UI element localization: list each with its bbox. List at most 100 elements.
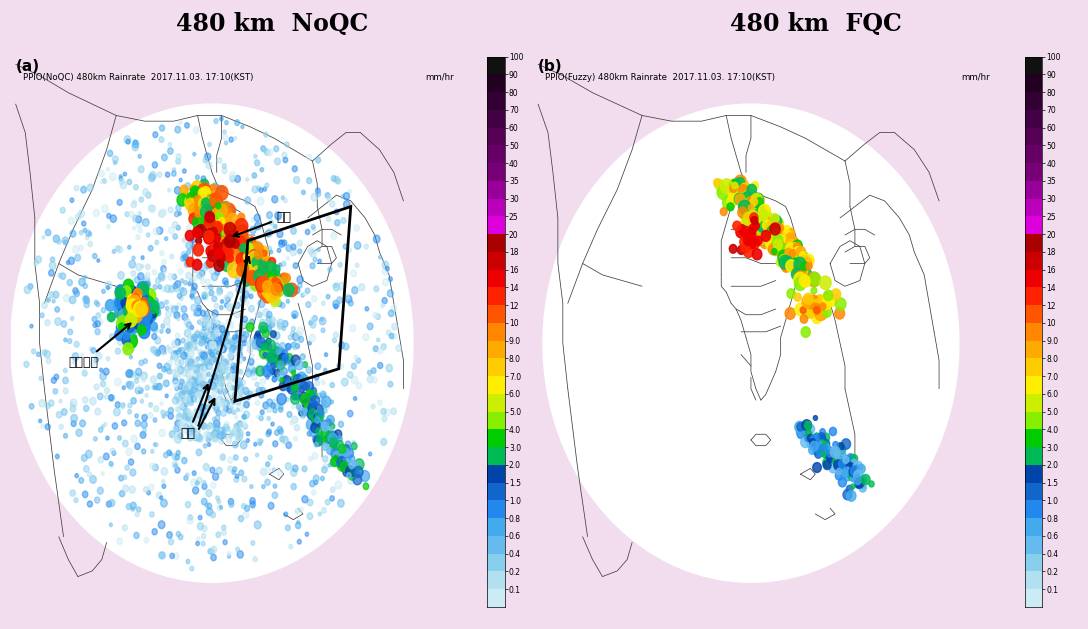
Circle shape bbox=[807, 441, 813, 447]
Circle shape bbox=[144, 537, 149, 543]
Circle shape bbox=[217, 467, 222, 474]
Circle shape bbox=[163, 350, 166, 354]
Circle shape bbox=[118, 538, 122, 545]
Circle shape bbox=[125, 299, 131, 306]
Circle shape bbox=[294, 287, 300, 294]
Circle shape bbox=[792, 255, 801, 265]
Circle shape bbox=[307, 411, 314, 419]
Circle shape bbox=[193, 203, 205, 216]
Circle shape bbox=[132, 311, 137, 316]
Circle shape bbox=[287, 384, 296, 394]
Circle shape bbox=[839, 478, 846, 487]
Circle shape bbox=[761, 213, 770, 225]
Circle shape bbox=[129, 260, 136, 268]
Circle shape bbox=[857, 464, 865, 473]
Circle shape bbox=[273, 283, 284, 295]
Circle shape bbox=[186, 413, 193, 421]
Circle shape bbox=[205, 211, 214, 223]
Circle shape bbox=[809, 438, 816, 445]
Circle shape bbox=[382, 261, 388, 269]
Circle shape bbox=[268, 455, 272, 460]
Circle shape bbox=[319, 317, 325, 325]
Circle shape bbox=[209, 350, 213, 355]
Circle shape bbox=[172, 454, 178, 460]
Circle shape bbox=[139, 197, 144, 202]
Circle shape bbox=[84, 228, 87, 233]
Circle shape bbox=[149, 205, 156, 212]
Circle shape bbox=[248, 253, 252, 259]
Circle shape bbox=[217, 220, 222, 226]
Circle shape bbox=[269, 257, 275, 266]
Circle shape bbox=[190, 381, 196, 387]
Circle shape bbox=[238, 396, 243, 401]
Circle shape bbox=[327, 435, 332, 441]
Circle shape bbox=[231, 406, 233, 409]
Circle shape bbox=[144, 487, 149, 493]
Circle shape bbox=[744, 202, 755, 214]
Circle shape bbox=[274, 348, 283, 359]
Circle shape bbox=[150, 300, 154, 306]
Circle shape bbox=[252, 257, 262, 269]
Circle shape bbox=[221, 433, 226, 439]
Circle shape bbox=[109, 394, 114, 401]
Circle shape bbox=[313, 257, 317, 262]
Bar bbox=[487, 536, 505, 554]
Circle shape bbox=[846, 454, 856, 465]
Circle shape bbox=[228, 354, 234, 360]
Circle shape bbox=[734, 175, 746, 189]
Circle shape bbox=[819, 440, 825, 447]
Circle shape bbox=[324, 435, 331, 443]
Circle shape bbox=[193, 276, 197, 281]
Circle shape bbox=[210, 396, 217, 404]
Circle shape bbox=[212, 403, 219, 410]
Circle shape bbox=[287, 387, 290, 391]
Bar bbox=[1025, 518, 1042, 536]
Bar bbox=[487, 181, 505, 199]
Circle shape bbox=[78, 210, 85, 218]
Circle shape bbox=[338, 262, 343, 267]
Circle shape bbox=[256, 277, 269, 292]
Circle shape bbox=[326, 429, 331, 435]
Circle shape bbox=[30, 325, 33, 328]
Circle shape bbox=[753, 193, 764, 206]
Circle shape bbox=[143, 189, 149, 196]
Circle shape bbox=[300, 354, 306, 360]
Circle shape bbox=[207, 321, 213, 329]
Circle shape bbox=[853, 470, 860, 479]
Circle shape bbox=[178, 391, 183, 396]
Circle shape bbox=[202, 340, 206, 344]
Circle shape bbox=[321, 396, 331, 408]
Circle shape bbox=[206, 207, 212, 214]
Circle shape bbox=[221, 337, 226, 344]
Circle shape bbox=[249, 391, 252, 395]
Circle shape bbox=[757, 214, 768, 226]
Circle shape bbox=[292, 370, 296, 375]
Circle shape bbox=[243, 357, 246, 360]
Circle shape bbox=[355, 471, 360, 477]
Circle shape bbox=[233, 337, 236, 341]
Circle shape bbox=[244, 457, 248, 462]
Circle shape bbox=[236, 408, 239, 411]
Circle shape bbox=[272, 468, 275, 472]
Circle shape bbox=[277, 362, 284, 369]
Circle shape bbox=[254, 253, 257, 258]
Circle shape bbox=[741, 243, 750, 253]
Circle shape bbox=[832, 456, 842, 467]
Circle shape bbox=[221, 226, 226, 233]
Circle shape bbox=[794, 272, 804, 282]
Circle shape bbox=[805, 430, 812, 437]
Circle shape bbox=[338, 282, 345, 290]
Circle shape bbox=[310, 481, 316, 487]
Circle shape bbox=[262, 328, 267, 333]
Circle shape bbox=[187, 350, 194, 357]
Circle shape bbox=[145, 385, 149, 390]
Circle shape bbox=[282, 196, 284, 200]
Circle shape bbox=[49, 400, 54, 406]
Circle shape bbox=[770, 238, 777, 246]
Circle shape bbox=[242, 504, 246, 509]
Circle shape bbox=[221, 333, 227, 340]
Circle shape bbox=[795, 271, 806, 283]
Circle shape bbox=[206, 345, 209, 348]
Circle shape bbox=[223, 330, 230, 338]
Circle shape bbox=[290, 228, 296, 234]
